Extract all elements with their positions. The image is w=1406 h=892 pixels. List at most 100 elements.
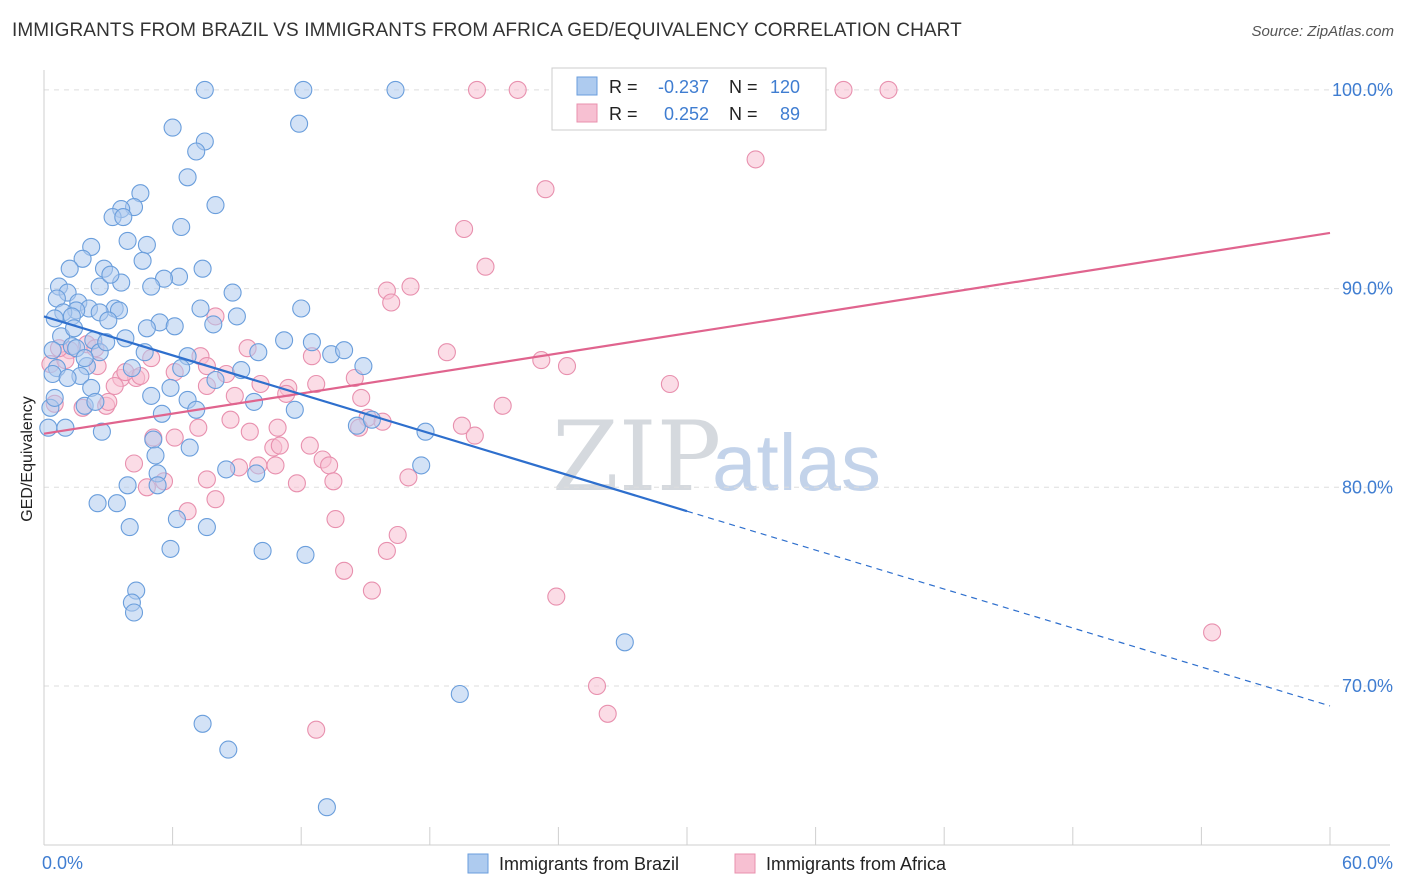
africa-point (465, 426, 484, 445)
y-tick-label: 70.0% (1342, 676, 1393, 696)
africa-point (320, 456, 339, 475)
brazil-point (347, 416, 366, 435)
brazil-point (290, 114, 309, 133)
brazil-point (191, 299, 210, 318)
africa-point (266, 456, 285, 475)
y-tick-labels: 70.0% 80.0% 90.0% 100.0% (1332, 80, 1393, 696)
brazil-point (167, 510, 186, 529)
legend-n-label-africa: N = (729, 104, 758, 124)
y-tick-label: 80.0% (1342, 477, 1393, 497)
stats-legend-box (551, 67, 827, 131)
africa-point (746, 150, 765, 169)
brazil-point (354, 357, 373, 376)
brazil-point (450, 684, 469, 704)
brazil-point (161, 539, 180, 558)
legend-r-value-africa: 0.252 (664, 104, 709, 124)
bottom-legend-swatch-brazil (467, 853, 489, 874)
legend-n-value-brazil: 120 (770, 77, 800, 97)
brazil-point (172, 217, 191, 237)
brazil-point (615, 633, 634, 652)
brazil-point (114, 208, 133, 227)
bottom-legend-swatch-africa (734, 853, 756, 874)
brazil-point (142, 386, 161, 405)
africa-point (300, 436, 319, 455)
africa-point (879, 80, 898, 99)
legend-swatch-brazil (576, 76, 598, 96)
series-brazil-points (39, 80, 634, 817)
brazil-point (45, 388, 64, 407)
brazil-point (285, 400, 304, 419)
legend-n-value-africa: 89 (780, 104, 800, 124)
brazil-point (219, 740, 238, 759)
brazil-point (142, 277, 161, 296)
brazil-point (165, 317, 184, 336)
africa-point (197, 470, 216, 489)
watermark-atlas: atlas (712, 418, 881, 507)
africa-point (335, 561, 354, 580)
brazil-point (60, 259, 79, 278)
brazil-point (148, 476, 167, 495)
africa-point (452, 416, 471, 435)
brazil-point (86, 392, 105, 411)
brazil-point (92, 422, 111, 441)
y-axis-label: GED/Equivalency (19, 396, 36, 521)
bottom-legend-label-brazil: Immigrants from Brazil (499, 854, 679, 874)
africa-point (508, 80, 527, 99)
africa-point (557, 357, 577, 376)
brazil-point (302, 333, 321, 352)
brazil-point (118, 231, 137, 250)
africa-point (270, 436, 289, 455)
legend-swatch-africa (576, 103, 598, 123)
brazil-point (296, 545, 315, 564)
brazil-point (43, 341, 62, 360)
africa-point (455, 219, 474, 239)
africa-point (377, 541, 396, 560)
brazil-point (195, 80, 214, 99)
africa-point (165, 428, 184, 447)
africa-point (105, 376, 124, 396)
brazil-point (178, 168, 197, 187)
brazil-point (101, 265, 120, 284)
brazil-point (146, 446, 165, 465)
brazil-trend-line (43, 315, 688, 513)
brazil-point (99, 311, 118, 330)
legend-r-label-brazil: R = (609, 77, 638, 97)
brazil-point (249, 343, 268, 362)
africa-point (268, 418, 287, 437)
africa-point (326, 510, 345, 529)
brazil-point (172, 359, 191, 378)
legend-n-label-brazil: N = (729, 77, 758, 97)
brazil-point (227, 307, 246, 326)
brazil-point (223, 283, 242, 302)
africa-point (324, 472, 343, 491)
brazil-point (292, 299, 311, 318)
africa-point (598, 704, 617, 723)
y-tick-label: 90.0% (1342, 279, 1393, 299)
brazil-point (97, 333, 116, 352)
brazil-point (161, 378, 180, 397)
brazil-point (144, 430, 163, 449)
africa-point (834, 80, 853, 99)
africa-point (536, 180, 555, 199)
legend-r-label-africa: R = (609, 104, 638, 124)
africa-point (467, 80, 487, 99)
brazil-point (43, 364, 62, 384)
africa-point (1203, 623, 1222, 642)
brazil-point (247, 464, 266, 483)
brazil-point (204, 315, 223, 334)
africa-point (362, 581, 381, 600)
brazil-trend-line-extrapolated (686, 510, 1331, 707)
africa-point (382, 293, 401, 312)
brazil-point (197, 518, 216, 537)
africa-point (352, 388, 371, 407)
x-axis-ticks (43, 827, 1331, 845)
africa-point (437, 343, 456, 362)
brazil-point (120, 518, 139, 537)
africa-point (287, 474, 306, 493)
brazil-point (133, 251, 152, 270)
brazil-point (193, 259, 212, 278)
africa-point (240, 422, 259, 441)
africa-point (660, 374, 679, 394)
brazil-point (217, 460, 236, 479)
brazil-point (58, 368, 77, 388)
